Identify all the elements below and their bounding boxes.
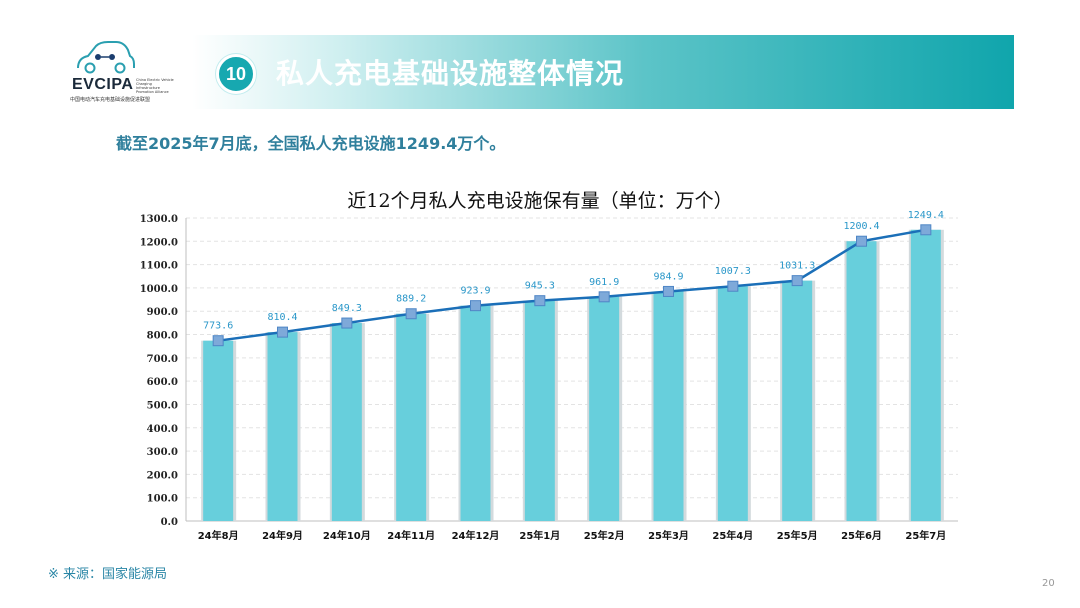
- x-tick-label: 24年9月: [262, 529, 303, 542]
- bar: [460, 305, 491, 521]
- data-point-marker: [277, 326, 288, 338]
- bar: [653, 291, 684, 521]
- data-point-marker: [856, 235, 867, 247]
- y-tick-label: 600.0: [147, 377, 178, 388]
- chart-title: 近12个月私人充电设施保有量（单位：万个）: [347, 190, 733, 212]
- x-tick-label: 25年2月: [584, 529, 625, 542]
- y-tick-label: 700.0: [147, 354, 178, 365]
- data-label: 889.2: [396, 294, 426, 305]
- bar: [203, 340, 234, 521]
- data-point-marker: [341, 317, 353, 329]
- y-tick-label: 1200.0: [140, 237, 178, 248]
- data-point-marker: [534, 295, 546, 307]
- x-tick-label: 24年8月: [198, 529, 239, 542]
- logo-wordmark: EVCIPA: [72, 76, 134, 93]
- x-tick-label: 25年3月: [648, 529, 689, 542]
- title-banner: [192, 35, 1014, 109]
- data-label: 1031.3: [779, 261, 815, 272]
- summary-text: 截至2025年7月底，全国私人充电设施1249.4万个。: [116, 134, 506, 153]
- page-number: 20: [1042, 578, 1055, 589]
- x-tick-label: 25年5月: [777, 529, 818, 542]
- data-point-marker: [727, 280, 739, 292]
- x-tick-label: 25年6月: [841, 529, 882, 542]
- x-tick-label: 24年11月: [387, 529, 435, 542]
- y-tick-label: 500.0: [147, 400, 178, 411]
- data-point-marker: [920, 224, 932, 236]
- data-label: 849.3: [332, 303, 362, 314]
- evcipa-logo: EVCIPA China Electric Vehicle Charging I…: [66, 40, 176, 106]
- data-point-marker: [405, 308, 417, 320]
- bar: [331, 323, 362, 521]
- bar: [589, 296, 620, 521]
- y-tick-label: 900.0: [147, 307, 178, 318]
- page-title: 私人充电基础设施整体情况: [276, 57, 625, 90]
- data-label: 961.9: [589, 277, 619, 288]
- y-tick-label: 200.0: [147, 470, 178, 481]
- data-label: 984.9: [653, 271, 683, 282]
- data-point-marker: [598, 291, 610, 303]
- bar: [267, 332, 298, 521]
- data-point-marker: [470, 300, 481, 312]
- data-label: 1200.4: [843, 221, 879, 232]
- x-tick-label: 25年1月: [519, 529, 560, 542]
- bar: [846, 241, 877, 521]
- y-tick-label: 0.0: [161, 517, 178, 528]
- data-label: 773.6: [203, 321, 233, 332]
- data-label: 923.9: [460, 286, 490, 297]
- y-tick-label: 1000.0: [140, 284, 178, 295]
- car-plug-icon: [77, 41, 135, 74]
- x-tick-label: 24年10月: [323, 529, 371, 542]
- data-label: 1249.4: [908, 210, 944, 221]
- y-tick-label: 800.0: [147, 331, 178, 342]
- data-label: 1007.3: [715, 266, 751, 277]
- source-note: ※ 来源：国家能源局: [48, 567, 168, 582]
- bar: [910, 229, 941, 521]
- bar: [396, 313, 427, 521]
- bar: [524, 300, 555, 521]
- y-tick-label: 300.0: [147, 447, 178, 458]
- data-label: 810.4: [267, 312, 297, 323]
- x-tick-label: 24年12月: [452, 529, 500, 542]
- data-point-marker: [791, 275, 803, 287]
- data-label: 945.3: [525, 281, 555, 292]
- bar: [782, 280, 813, 521]
- x-tick-label: 25年7月: [905, 529, 946, 542]
- data-point-marker: [663, 285, 674, 297]
- y-tick-label: 100.0: [147, 494, 178, 505]
- logo-english-text: China Electric Vehicle Charging Infrastr…: [136, 78, 174, 94]
- y-tick-label: 400.0: [147, 424, 178, 435]
- data-point-marker: [212, 335, 224, 347]
- bar: [717, 286, 748, 521]
- y-tick-label: 1100.0: [140, 261, 178, 272]
- section-number-badge: 10: [216, 54, 256, 94]
- logo-chinese-text: 中国电动汽车充电基础设施促进联盟: [70, 97, 151, 103]
- x-tick-label: 25年4月: [712, 529, 753, 542]
- series-line: [218, 228, 927, 342]
- y-tick-label: 1300.0: [140, 214, 178, 225]
